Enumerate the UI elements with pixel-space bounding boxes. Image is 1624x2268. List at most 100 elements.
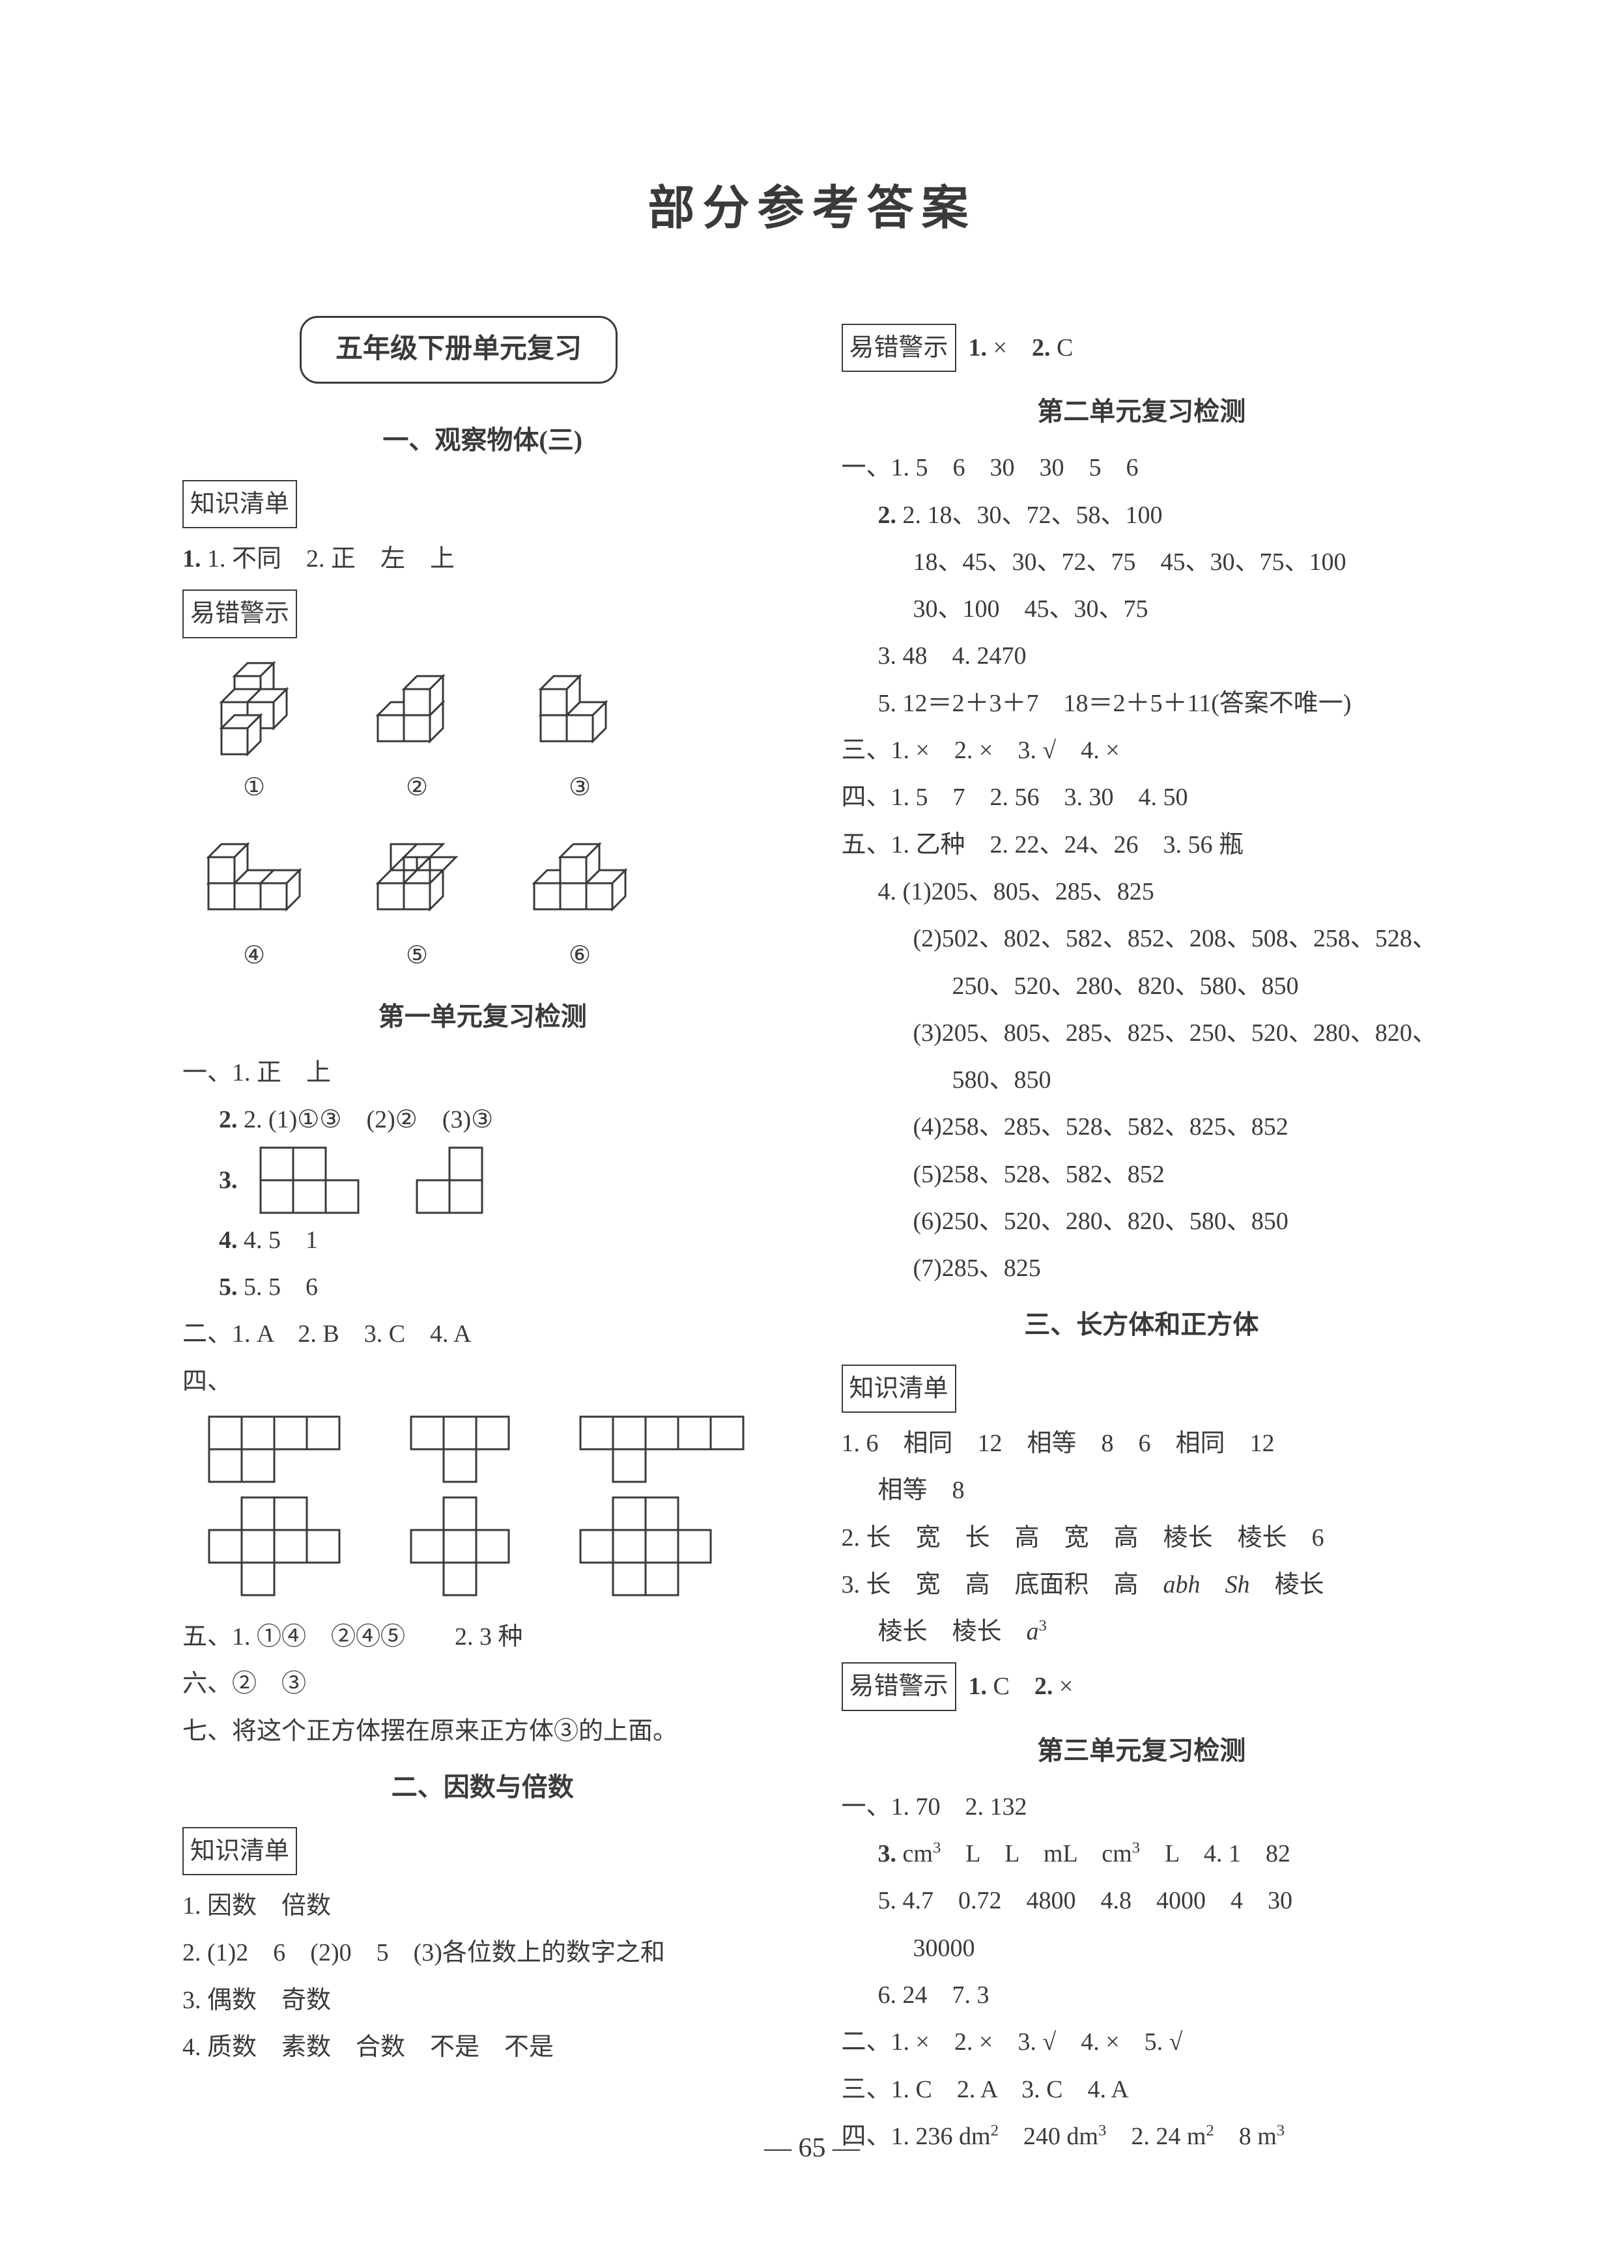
grid-4f [577, 1494, 720, 1605]
test-2-title: 第二单元复习检测 [842, 388, 1442, 436]
t3-ii: 二、1. × 2. × 3. √ 4. × 5. √ [842, 2019, 1442, 2065]
r5-4-1: 4. (1)205、805、285、825 [842, 869, 1442, 914]
warn-r-text: 1. × 2. C [962, 334, 1073, 361]
k3-3-a: a [1027, 1618, 1039, 1645]
page-number: — 65 — [0, 2133, 1624, 2164]
knowledge-label-3: 知识清单 [842, 1365, 956, 1413]
k2-3: 3. 偶数 奇数 [182, 1977, 783, 2023]
r4: 四、1. 5 7 2. 56 3. 30 4. 50 [842, 774, 1442, 820]
cubes-labels-1: ① ② ③ [195, 765, 783, 810]
grid-fig-3a [257, 1144, 394, 1216]
cube-fig-1 [195, 657, 313, 761]
test-3-title: 第三单元复习检测 [842, 1727, 1442, 1775]
cube-fig-6 [521, 825, 638, 929]
right-column: 易错警示 1. × 2. C 第二单元复习检测 一、1. 5 6 30 30 5… [842, 316, 1442, 2161]
warn-line-right: 易错警示 1. × 2. C [842, 317, 1442, 378]
r3: 三、1. × 2. × 3. √ 4. × [842, 728, 1442, 773]
r5-4-2: (2)502、802、582、852、208、508、258、528、 [842, 916, 1442, 961]
r1-1: 一、1. 5 6 30 30 5 6 [842, 445, 1442, 490]
cube-label-5: ⑤ [358, 933, 476, 978]
t3-3: 3. cm3 L L mL cm3 L 4. 1 82 [842, 1831, 1442, 1877]
warning-label: 易错警示 [182, 589, 297, 638]
t3-6: 6. 24 7. 3 [842, 1972, 1442, 2018]
t3-5b: 30000 [842, 1925, 1442, 1971]
cubes-row-1 [195, 657, 783, 761]
r5-1: 五、1. 乙种 2. 22、24、26 3. 56 瓶 [842, 822, 1442, 868]
k3-3b: 棱长 [1250, 1571, 1324, 1598]
knowledge-label: 知识清单 [182, 480, 297, 528]
k1-text: 1. 不同 2. 正 左 上 [207, 545, 455, 573]
t4-grids-bottom [206, 1494, 783, 1605]
t3-1: 一、1. 70 2. 132 [842, 1784, 1442, 1830]
section-3-title: 三、长方体和正方体 [842, 1301, 1442, 1349]
test-1-title: 第一单元复习检测 [182, 993, 783, 1041]
k3-1b: 相等 8 [842, 1467, 1442, 1513]
k3-3c: 棱长 棱长 a3 [842, 1609, 1442, 1654]
cube-fig-3 [521, 657, 638, 761]
cube-fig-2 [358, 657, 476, 761]
t3-5: 5. 4.7 0.72 4800 4.8 4000 4 30 [842, 1878, 1442, 1923]
t1-3-label: 3. [219, 1157, 238, 1203]
t1-4-text: 4. 5 1 [244, 1226, 318, 1254]
k3-3: 3. 长 宽 高 底面积 高 abh Sh 棱长 [842, 1562, 1442, 1608]
grid-fig-3b [414, 1144, 498, 1216]
r1-2b: 18、45、30、72、75 45、30、75、100 [842, 539, 1442, 585]
r1-2c: 30、100 45、30、75 [842, 586, 1442, 632]
warning-label-3: 易错警示 [842, 1662, 956, 1710]
cube-fig-4 [195, 825, 313, 929]
r1-2-text: 2. 18、30、72、58、100 [903, 502, 1163, 529]
t1-3: 3. [182, 1144, 783, 1216]
k3-3c-text: 棱长 棱长 [878, 1618, 1027, 1645]
t3-3c: L 4. 1 82 [1140, 1840, 1290, 1867]
grid-4e [408, 1494, 519, 1605]
k2-1: 1. 因数 倍数 [182, 1883, 783, 1929]
t3-iii: 三、1. C 2. A 3. C 4. A [842, 2067, 1442, 2112]
r5-4-2b: 250、520、280、820、580、850 [842, 963, 1442, 1009]
r5-4-7: (7)285、825 [842, 1245, 1442, 1291]
k3-1: 1. 6 相同 12 相等 8 6 相同 12 [842, 1421, 1442, 1466]
warn3-line: 易错警示 1. C 2. × [842, 1656, 1442, 1717]
t1-1: 一、1. 正 上 [182, 1050, 783, 1096]
knowledge-label-2: 知识清单 [182, 1827, 297, 1875]
r5-4-3: (3)205、805、285、825、250、520、280、820、 [842, 1010, 1442, 1056]
t5: 五、1. ①④ ②④⑤ 2. 3 种 [182, 1614, 783, 1660]
cube-label-4: ④ [195, 933, 313, 978]
cube-label-1: ① [195, 765, 313, 810]
t4-label: 四、 [182, 1368, 232, 1395]
grid-4c [577, 1413, 760, 1485]
t1-5-text: 5. 5 6 [244, 1273, 318, 1301]
k3-3-abh: abh [1163, 1571, 1201, 1598]
t3-3b: L L mL cm [941, 1840, 1132, 1867]
grid-4a [206, 1413, 349, 1485]
r1-2: 2. 2. 18、30、72、58、100 [842, 492, 1442, 538]
left-column: 五年级下册单元复习 一、观察物体(三) 知识清单 1. 1. 不同 2. 正 左… [182, 316, 783, 2161]
cube-fig-5 [358, 825, 476, 929]
t7: 七、将这个正方体摆在原来正方体③的上面。 [182, 1708, 783, 1754]
cube-label-3: ③ [521, 765, 638, 810]
cubes-row-2 [195, 825, 783, 929]
r1-3: 3. 48 4. 2470 [842, 633, 1442, 679]
unit-review-box: 五年级下册单元复习 [300, 316, 618, 384]
k2-2: 2. (1)2 6 (2)0 5 (3)各位数上的数字之和 [182, 1930, 783, 1976]
r5-4-3b: 580、850 [842, 1057, 1442, 1103]
t1-5: 5. 5. 5 6 [182, 1264, 783, 1310]
warn3-text: 1. C 2. × [962, 1673, 1073, 1700]
t6: 六、② ③ [182, 1661, 783, 1707]
t2: 二、1. A 2. B 3. C 4. A [182, 1311, 783, 1357]
t4-grids-top [206, 1413, 783, 1485]
k3-3-sh: Sh [1225, 1571, 1250, 1598]
cubes-labels-2: ④ ⑤ ⑥ [195, 933, 783, 978]
grid-4d [206, 1494, 349, 1605]
k3-2: 2. 长 宽 长 高 宽 高 棱长 棱长 6 [842, 1515, 1442, 1561]
content-columns: 五年级下册单元复习 一、观察物体(三) 知识清单 1. 1. 不同 2. 正 左… [182, 316, 1442, 2161]
k2-4: 4. 质数 素数 合数 不是 不是 [182, 2024, 783, 2070]
r1-5: 5. 12＝2＋3＋7 18＝2＋5＋11(答案不唯一) [842, 681, 1442, 726]
t1-2-text: 2. (1)①③ (2)② (3)③ [244, 1106, 493, 1133]
r5-4-4: (4)258、285、528、582、825、852 [842, 1104, 1442, 1150]
grid-4b [408, 1413, 519, 1485]
k3-3-exp: 3 [1039, 1617, 1047, 1634]
warning-label-r: 易错警示 [842, 324, 956, 372]
cube-label-6: ⑥ [521, 933, 638, 978]
section-2-title: 二、因数与倍数 [182, 1763, 783, 1811]
t1-4: 4. 4. 5 1 [182, 1217, 783, 1263]
